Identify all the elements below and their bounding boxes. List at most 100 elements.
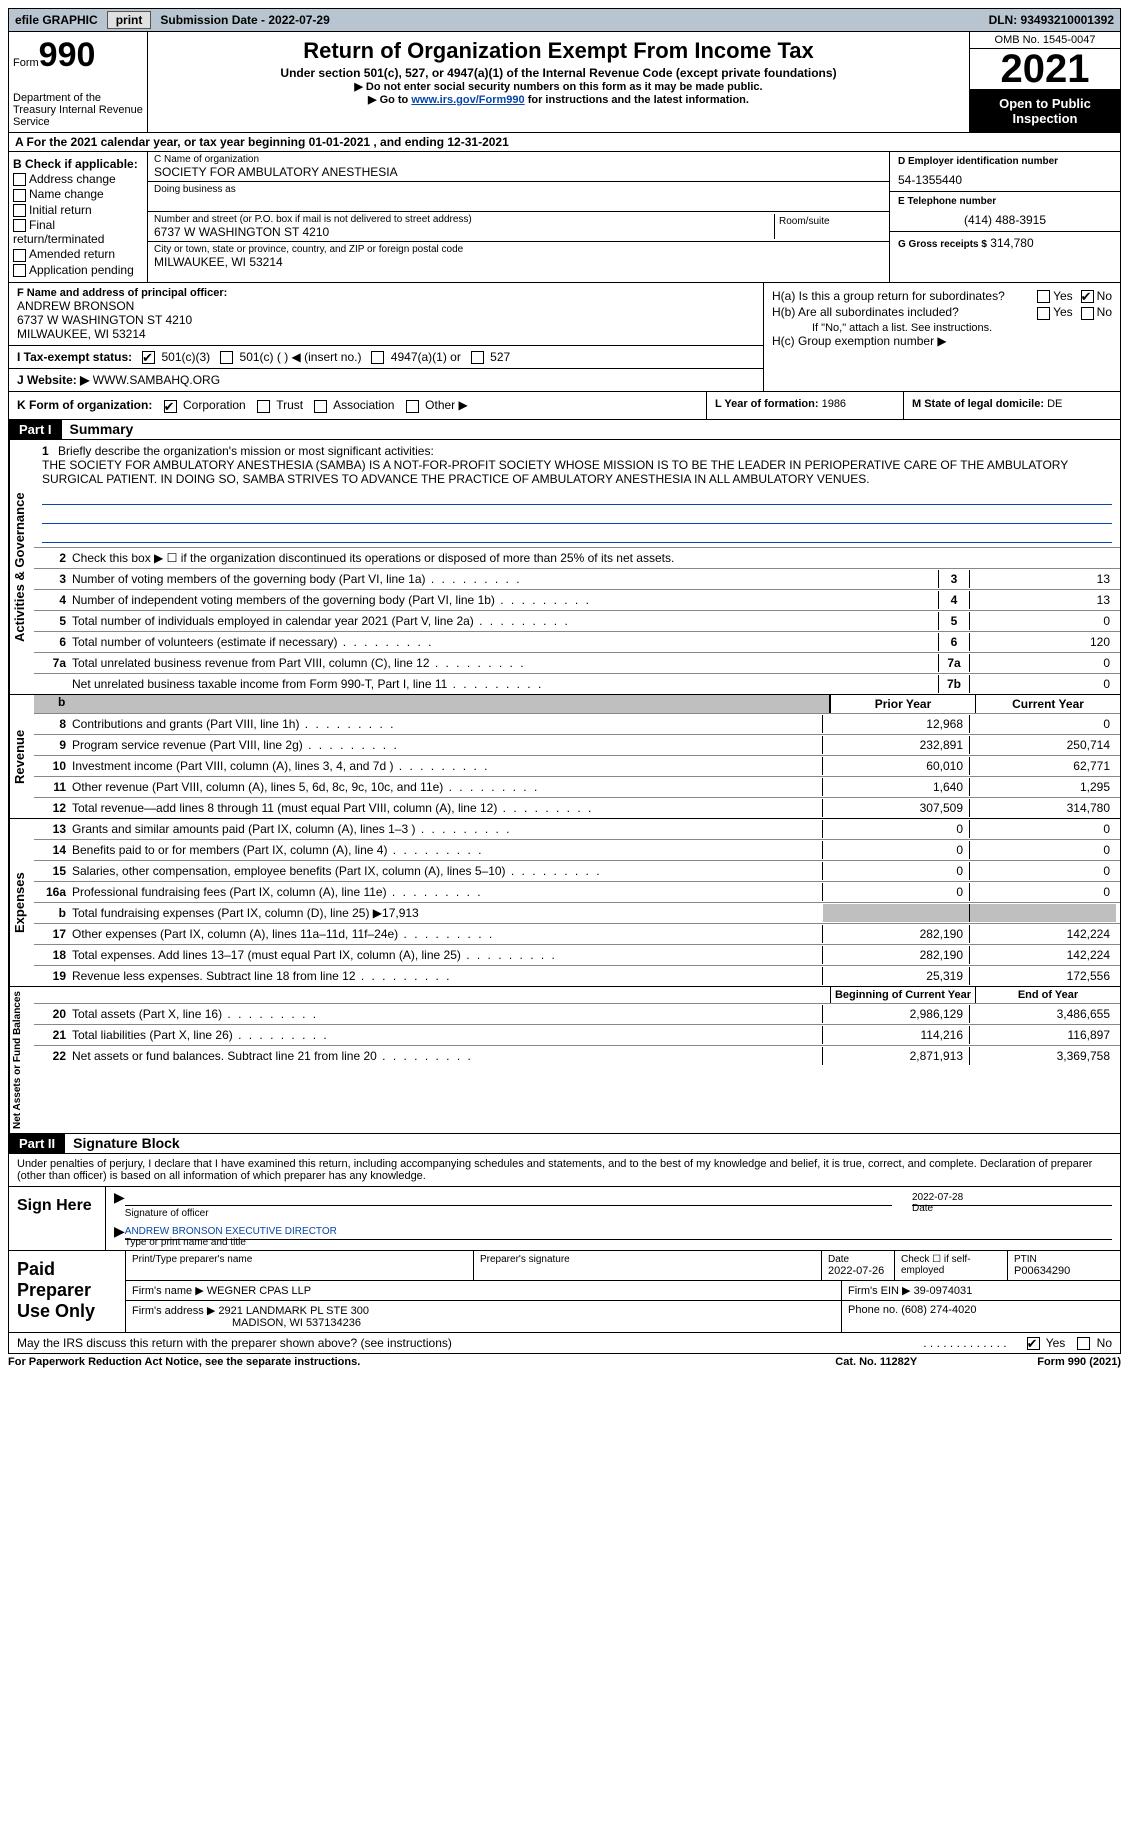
part2-title: Signature Block (65, 1135, 180, 1151)
efile-label: efile GRAPHIC (9, 13, 104, 27)
prep-date: 2022-07-26 (828, 1265, 888, 1277)
discuss-row: May the IRS discuss this return with the… (8, 1333, 1121, 1354)
hdr-prior-year: Prior Year (830, 695, 975, 713)
opt-assoc: Association (333, 398, 394, 412)
section-fhij: F Name and address of principal officer:… (8, 283, 1121, 392)
tel-value: (414) 488-3915 (898, 207, 1112, 227)
irs-link[interactable]: www.irs.gov/Form990 (411, 94, 524, 106)
gross-value: 314,780 (990, 236, 1033, 250)
form-subtitle: Under section 501(c), 527, or 4947(a)(1)… (154, 66, 963, 80)
checkbox-final-return[interactable] (13, 219, 26, 232)
dots: . . . . . . . . . . . . . (923, 1336, 1006, 1350)
officer-name-field: ANDREW BRONSON EXECUTIVE DIRECTOR Type o… (125, 1239, 1112, 1248)
vlabel-expenses: Expenses (9, 819, 34, 986)
ha-label: H(a) Is this a group return for subordin… (772, 289, 1037, 303)
discuss-yes: Yes (1046, 1336, 1066, 1350)
part1-title: Summary (62, 421, 134, 437)
ptin-value: P00634290 (1014, 1265, 1114, 1277)
footer: For Paperwork Reduction Act Notice, see … (8, 1354, 1121, 1370)
summary-line: 14Benefits paid to or for members (Part … (34, 839, 1120, 860)
checkbox-hb-yes[interactable] (1037, 307, 1050, 320)
checkbox-ha-no[interactable] (1081, 290, 1094, 303)
checkbox-other[interactable] (406, 400, 419, 413)
prep-date-label: Date (828, 1254, 888, 1265)
submission-date: Submission Date - 2022-07-29 (154, 13, 335, 27)
part2-tag: Part II (9, 1134, 65, 1153)
officer-name: ANDREW BRONSON (17, 299, 755, 313)
firm-name-label: Firm's name ▶ (132, 1285, 204, 1297)
hb-no: No (1097, 305, 1112, 319)
discuss-text: May the IRS discuss this return with the… (17, 1336, 923, 1350)
declaration-text: Under penalties of perjury, I declare th… (9, 1154, 1120, 1186)
line-16b-current-shaded (969, 904, 1116, 922)
opt-name-change: Name change (29, 187, 104, 201)
checkbox-name-change[interactable] (13, 189, 26, 202)
sig-officer-field: Signature of officer (125, 1205, 892, 1219)
checkbox-4947[interactable] (371, 351, 384, 364)
form-number: 990 (39, 36, 96, 74)
firm-city: MADISON, WI 537134236 (132, 1317, 361, 1329)
arrow-icon: ▶ (114, 1223, 125, 1248)
checkbox-ha-yes[interactable] (1037, 290, 1050, 303)
vlabel-net-assets: Net Assets or Fund Balances (9, 987, 34, 1133)
summary-line: 10Investment income (Part VIII, column (… (34, 755, 1120, 776)
sign-here-label: Sign Here (9, 1187, 106, 1250)
checkbox-discuss-yes[interactable] (1027, 1337, 1040, 1350)
revenue-section: Revenue b Prior Year Current Year 8Contr… (8, 695, 1121, 819)
checkbox-amended[interactable] (13, 249, 26, 262)
dept-label: Department of the Treasury Internal Reve… (13, 92, 143, 128)
checkbox-hb-no[interactable] (1081, 307, 1094, 320)
form-header: Form990 Department of the Treasury Inter… (8, 32, 1121, 133)
firm-addr-label: Firm's address ▶ (132, 1305, 215, 1317)
print-button[interactable]: print (107, 11, 152, 29)
summary-line: 19Revenue less expenses. Subtract line 1… (34, 965, 1120, 986)
opt-amended: Amended return (29, 247, 115, 261)
firm-ein-label: Firm's EIN ▶ (848, 1285, 911, 1297)
summary-line: 13Grants and similar amounts paid (Part … (34, 819, 1120, 839)
checkbox-501c3[interactable] (142, 351, 155, 364)
part2-header-row: Part II Signature Block (8, 1134, 1121, 1154)
opt-501c3: 501(c)(3) (162, 350, 211, 364)
line-16b-desc: Total fundraising expenses (Part IX, col… (72, 906, 823, 920)
opt-address-change: Address change (29, 172, 116, 186)
checkbox-discuss-no[interactable] (1077, 1337, 1090, 1350)
checkbox-address-change[interactable] (13, 173, 26, 186)
instr-2-post: for instructions and the latest informat… (525, 94, 749, 106)
checkbox-corp[interactable] (164, 400, 177, 413)
checkbox-527[interactable] (471, 351, 484, 364)
summary-line: 5Total number of individuals employed in… (34, 610, 1120, 631)
officer-label: F Name and address of principal officer: (17, 287, 755, 299)
sig-date-field: 2022-07-28 Date (912, 1205, 1112, 1219)
topbar: efile GRAPHIC print Submission Date - 20… (8, 8, 1121, 32)
part1-tag: Part I (9, 420, 62, 439)
checkbox-initial-return[interactable] (13, 204, 26, 217)
expenses-section: Expenses 13Grants and similar amounts pa… (8, 819, 1121, 987)
checkbox-assoc[interactable] (314, 400, 327, 413)
net-assets-section: Net Assets or Fund Balances Beginning of… (8, 987, 1121, 1134)
prep-sig-label: Preparer's signature (480, 1254, 815, 1265)
website-value: WWW.SAMBAHQ.ORG (93, 373, 220, 387)
hb-label: H(b) Are all subordinates included? (772, 305, 1037, 319)
checkbox-trust[interactable] (257, 400, 270, 413)
opt-trust: Trust (276, 398, 303, 412)
ptin-label: PTIN (1014, 1254, 1114, 1265)
org-address: 6737 W WASHINGTON ST 4210 (154, 225, 774, 239)
footer-cat: Cat. No. 11282Y (835, 1356, 917, 1368)
ein-label: D Employer identification number (898, 156, 1112, 167)
hb-yes: Yes (1053, 305, 1073, 319)
paid-preparer-label: Paid Preparer Use Only (9, 1251, 126, 1332)
summary-line: 16aProfessional fundraising fees (Part I… (34, 881, 1120, 902)
section-bcd: B Check if applicable: Address change Na… (8, 152, 1121, 283)
phone-label: Phone no. (848, 1304, 898, 1316)
checkbox-pending[interactable] (13, 264, 26, 277)
mission-text: THE SOCIETY FOR AMBULATORY ANESTHESIA (S… (42, 458, 1068, 486)
org-name: SOCIETY FOR AMBULATORY ANESTHESIA (154, 165, 883, 179)
opt-corp: Corporation (183, 398, 246, 412)
checkbox-501c[interactable] (220, 351, 233, 364)
summary-line: 3Number of voting members of the governi… (34, 568, 1120, 589)
check-self-employed: Check ☐ if self-employed (895, 1251, 1008, 1280)
officer-addr2: MILWAUKEE, WI 53214 (17, 327, 755, 341)
summary-line: 12Total revenue—add lines 8 through 11 (… (34, 797, 1120, 818)
arrow-icon: ▶ (114, 1189, 125, 1219)
row-a-period: A For the 2021 calendar year, or tax yea… (8, 133, 1121, 152)
